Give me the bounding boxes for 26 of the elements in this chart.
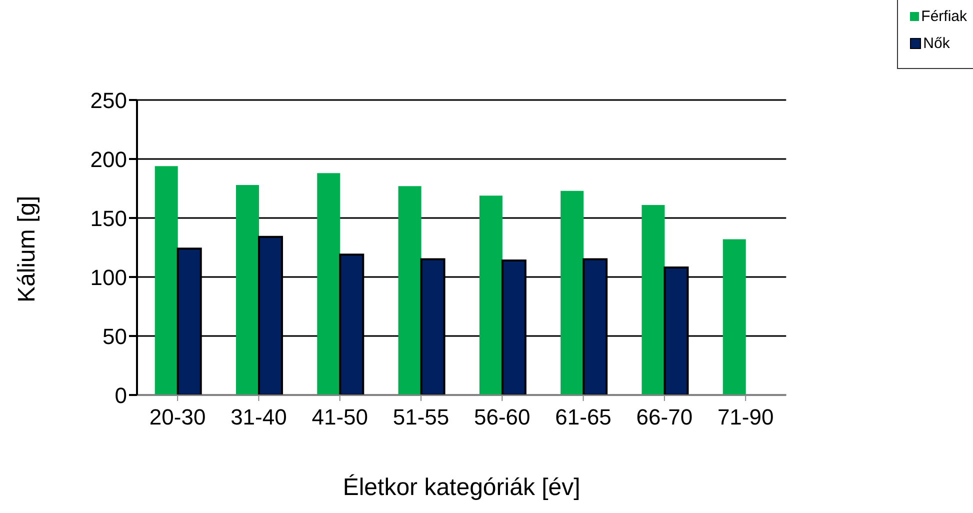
bar xyxy=(398,186,422,395)
x-tick-label: 41-50 xyxy=(312,404,368,430)
legend-label: Nők xyxy=(923,35,950,52)
y-tick-label: 250 xyxy=(90,88,127,113)
bar xyxy=(479,196,502,395)
y-tick-label: 200 xyxy=(90,146,127,172)
y-tick-label: 150 xyxy=(90,206,127,231)
bar xyxy=(317,173,340,395)
y-tick-label: 0 xyxy=(114,382,127,408)
bar xyxy=(642,205,665,395)
y-tick-label: 50 xyxy=(102,324,127,349)
x-axis-title: Életkor kategóriák [év] xyxy=(342,474,580,501)
bar xyxy=(722,239,746,395)
bar xyxy=(236,184,259,395)
bar xyxy=(154,166,178,395)
x-tick-label: 51-55 xyxy=(392,404,450,430)
y-tick-label: 100 xyxy=(90,264,127,290)
legend-label: Férfiak xyxy=(921,8,967,25)
y-axis-title: Kálium [g] xyxy=(14,196,41,302)
x-tick-label: 20-30 xyxy=(149,404,206,430)
bar xyxy=(560,190,584,395)
x-tick-label: 56-60 xyxy=(474,404,530,430)
x-tick-label: 61-65 xyxy=(555,404,612,430)
x-tick-label: 66-70 xyxy=(636,404,693,430)
x-tick-label: 31-40 xyxy=(230,404,287,430)
x-tick-label: 71-90 xyxy=(717,404,774,430)
